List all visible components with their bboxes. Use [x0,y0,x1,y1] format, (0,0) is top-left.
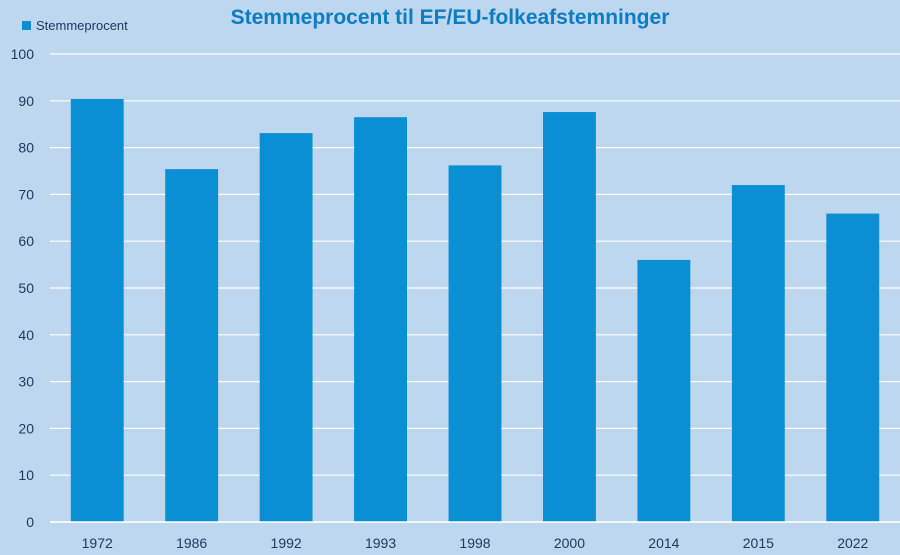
x-tick-label: 1998 [459,535,490,551]
bar [165,169,219,523]
x-tick-label: 1972 [82,535,113,551]
y-tick-label: 80 [18,140,34,156]
x-tick-label: 2015 [743,535,774,551]
y-tick-label: 90 [18,93,34,109]
y-tick-label: 10 [18,467,34,483]
legend-swatch [22,21,31,30]
y-tick-label: 50 [18,280,34,296]
legend-label: Stemmeprocent [36,18,128,33]
y-tick-label: 70 [18,186,34,202]
chart-title: Stemmeprocent til EF/EU-folkeafstemninge… [230,6,670,29]
y-tick-label: 100 [11,46,35,62]
y-tick-label: 60 [18,233,34,249]
bar [448,165,502,522]
y-tick-label: 20 [18,420,34,436]
x-tick-label: 2022 [837,535,868,551]
x-tick-label: 1992 [271,535,302,551]
x-tick-label: 1993 [365,535,396,551]
bar [543,112,596,523]
bar [354,117,407,523]
bar [259,133,313,523]
y-tick-label: 40 [18,327,34,343]
bar [731,185,785,523]
bar [826,213,880,522]
y-tick-label: 30 [18,374,34,390]
legend: Stemmeprocent [22,18,128,33]
x-tick-label: 2014 [648,535,679,551]
y-tick-label: 0 [26,514,34,530]
bar [70,98,124,522]
x-tick-label: 1986 [176,535,207,551]
x-tick-label: 2000 [554,535,585,551]
bar [637,259,691,522]
